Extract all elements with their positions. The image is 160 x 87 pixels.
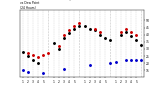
Point [130, 35, 132, 37]
Point [88, 28, 91, 30]
Point [42, 72, 44, 74]
Point [68, 30, 70, 31]
Point [42, 54, 44, 55]
Point [130, 60, 132, 61]
Point [130, 31, 132, 33]
Point [63, 34, 65, 35]
Point [120, 31, 122, 33]
Point [140, 44, 143, 45]
Point [73, 28, 76, 30]
Point [109, 40, 112, 41]
Point [32, 60, 34, 61]
Point [99, 31, 101, 33]
Point [57, 48, 60, 50]
Point [109, 62, 112, 64]
Point [94, 28, 96, 30]
Point [135, 34, 138, 35]
Point [120, 34, 122, 35]
Point [140, 60, 143, 61]
Point [125, 28, 127, 30]
Point [125, 31, 127, 33]
Point [94, 30, 96, 31]
Point [114, 61, 117, 62]
Point [52, 43, 55, 44]
Point [88, 64, 91, 65]
Point [104, 37, 107, 38]
Point [37, 57, 39, 58]
Point [73, 25, 76, 27]
Point [135, 60, 138, 61]
Point [21, 51, 24, 52]
Point [63, 68, 65, 70]
Point [78, 23, 81, 24]
Point [37, 62, 39, 64]
Point [99, 34, 101, 35]
Point [83, 25, 86, 27]
Point [63, 37, 65, 38]
Point [26, 71, 29, 72]
Point [47, 52, 50, 54]
Text: Milwaukee Weather Outdoor Temperature
vs Dew Point
(24 Hours): Milwaukee Weather Outdoor Temperature vs… [20, 0, 83, 10]
Point [57, 45, 60, 47]
Point [125, 60, 127, 61]
Point [21, 70, 24, 71]
Point [68, 33, 70, 34]
Point [26, 52, 29, 54]
Point [78, 25, 81, 27]
Point [26, 55, 29, 57]
Point [135, 40, 138, 41]
Point [32, 54, 34, 55]
